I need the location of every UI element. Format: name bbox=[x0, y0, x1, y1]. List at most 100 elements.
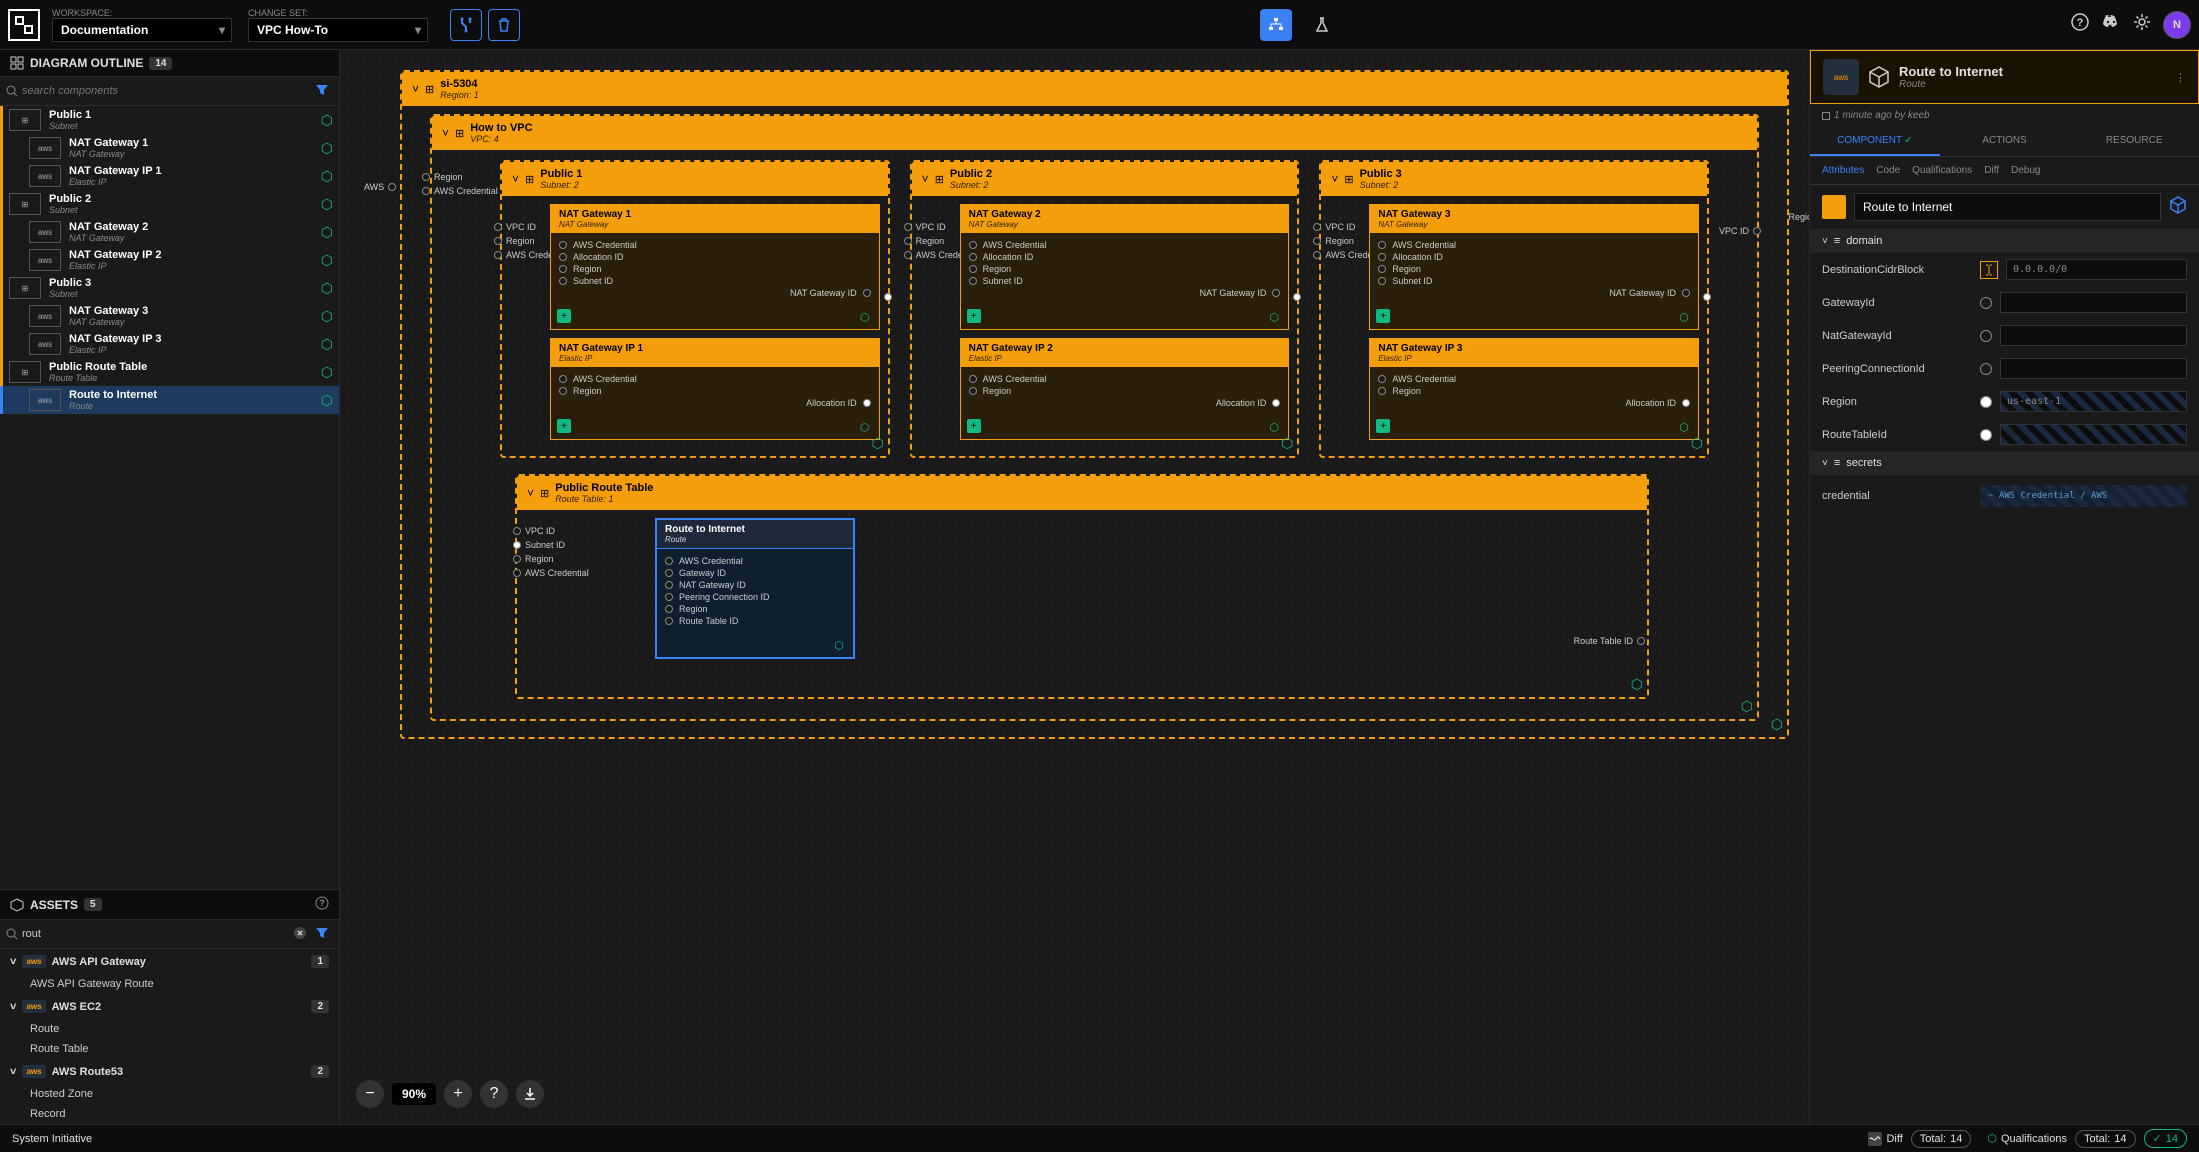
tab-component[interactable]: COMPONENT✓ bbox=[1810, 127, 1940, 156]
outline-search-input[interactable] bbox=[18, 81, 311, 101]
clear-search-icon[interactable] bbox=[289, 926, 311, 943]
region-frame-header[interactable]: ˅ ⊞ si-5304 Region: 1 bbox=[402, 72, 1787, 106]
outline-item[interactable]: aws NAT Gateway 1NAT Gateway ⬡ bbox=[0, 134, 339, 162]
elastic-ip-node[interactable]: NAT Gateway IP 3Elastic IP AWS Credentia… bbox=[1369, 338, 1699, 440]
tab-attributes[interactable]: Attributes bbox=[1822, 165, 1864, 176]
nat-gateway-node[interactable]: NAT Gateway 3NAT Gateway AWS CredentialA… bbox=[1369, 204, 1699, 330]
merge-button[interactable] bbox=[450, 9, 482, 41]
assets-help-icon[interactable]: ? bbox=[315, 896, 329, 913]
outline-item[interactable]: aws NAT Gateway 3NAT Gateway ⬡ bbox=[0, 302, 339, 330]
plus-icon[interactable]: + bbox=[1376, 309, 1390, 323]
diagram-view-button[interactable] bbox=[1260, 9, 1292, 41]
menu-icon[interactable]: ⋮ bbox=[2175, 71, 2186, 84]
diff-toggle[interactable]: Diff bbox=[1868, 1132, 1902, 1146]
asset-group-header[interactable]: ˅awsAWS EC22 bbox=[0, 994, 339, 1019]
component-header: aws Route to Internet Route ⋮ bbox=[1810, 50, 2199, 104]
property-input[interactable] bbox=[2000, 391, 2187, 412]
outline-item[interactable]: aws Route to InternetRoute ⬡ bbox=[0, 386, 339, 414]
tab-qualifications[interactable]: Qualifications bbox=[1912, 165, 1972, 176]
filter-icon[interactable] bbox=[311, 83, 333, 100]
tab-code[interactable]: Code bbox=[1876, 165, 1900, 176]
user-avatar[interactable]: N bbox=[2163, 11, 2191, 39]
cube-icon[interactable] bbox=[2169, 196, 2187, 219]
region-frame[interactable]: ˅ ⊞ si-5304 Region: 1 AWS Region ˅ ⊞ H bbox=[400, 70, 1789, 739]
property-input[interactable] bbox=[2000, 325, 2187, 346]
subnet-frame[interactable]: ˅ ⊞ Public 3Subnet: 2 VPC IDRegionAWS Cr… bbox=[1319, 160, 1709, 458]
outline-item[interactable]: ⊞ Public 3Subnet ⬡ bbox=[0, 274, 339, 302]
outline-item[interactable]: aws NAT Gateway 2NAT Gateway ⬡ bbox=[0, 218, 339, 246]
subnet-header[interactable]: ˅ ⊞ Public 1Subnet: 2 bbox=[502, 162, 888, 196]
plus-icon[interactable]: + bbox=[557, 309, 571, 323]
radio-icon[interactable] bbox=[1980, 363, 1992, 375]
help-button[interactable]: ? bbox=[480, 1080, 508, 1108]
asset-item[interactable]: Hosted Zone bbox=[0, 1084, 339, 1104]
zoom-out-button[interactable]: − bbox=[356, 1080, 384, 1108]
settings-icon[interactable] bbox=[2133, 13, 2151, 36]
elastic-ip-node[interactable]: NAT Gateway IP 1Elastic IP AWS Credentia… bbox=[550, 338, 880, 440]
plus-icon[interactable]: + bbox=[967, 309, 981, 323]
tab-diff[interactable]: Diff bbox=[1984, 165, 1999, 176]
discord-icon[interactable] bbox=[2101, 14, 2121, 35]
asset-group-header[interactable]: ˅awsAWS API Gateway1 bbox=[0, 949, 339, 974]
search-icon bbox=[6, 928, 18, 940]
nat-gateway-node[interactable]: NAT Gateway 2NAT Gateway AWS CredentialA… bbox=[960, 204, 1290, 330]
app-logo[interactable] bbox=[8, 9, 40, 41]
plus-icon[interactable]: + bbox=[967, 419, 981, 433]
filter-icon[interactable] bbox=[311, 926, 333, 943]
tab-actions[interactable]: ACTIONS bbox=[1940, 127, 2070, 156]
route-table-header[interactable]: ˅ ⊞ Public Route Table Route Table: 1 bbox=[517, 476, 1647, 510]
tab-resource[interactable]: RESOURCE bbox=[2069, 127, 2199, 156]
subnet-frame[interactable]: ˅ ⊞ Public 1Subnet: 2 VPC IDRegionAWS Cr… bbox=[500, 160, 890, 458]
property-input[interactable] bbox=[2000, 292, 2187, 313]
asset-item[interactable]: Route bbox=[0, 1019, 339, 1039]
elastic-ip-node[interactable]: NAT Gateway IP 2Elastic IP AWS Credentia… bbox=[960, 338, 1290, 440]
property-input[interactable] bbox=[2000, 358, 2187, 379]
outline-item[interactable]: aws NAT Gateway IP 2Elastic IP ⬡ bbox=[0, 246, 339, 274]
outline-item[interactable]: ⊞ Public 1Subnet ⬡ bbox=[0, 106, 339, 134]
zoom-in-button[interactable]: + bbox=[444, 1080, 472, 1108]
plus-icon[interactable]: + bbox=[557, 419, 571, 433]
workspace-select[interactable]: Documentation bbox=[52, 18, 232, 42]
download-button[interactable] bbox=[516, 1080, 544, 1108]
hierarchy-icon bbox=[1268, 17, 1284, 33]
outline-item[interactable]: ⊞ Public 2Subnet ⬡ bbox=[0, 190, 339, 218]
property-input[interactable] bbox=[2006, 259, 2187, 280]
outline-item[interactable]: aws NAT Gateway IP 1Elastic IP ⬡ bbox=[0, 162, 339, 190]
canvas[interactable]: ˅ ⊞ si-5304 Region: 1 AWS Region ˅ ⊞ H bbox=[340, 50, 1809, 1124]
asset-item[interactable]: Record bbox=[0, 1104, 339, 1124]
asset-item[interactable]: AWS API Gateway Route bbox=[0, 974, 339, 994]
route-node[interactable]: Route to Internet Route AWS CredentialGa… bbox=[655, 518, 855, 659]
subnet-frame[interactable]: ˅ ⊞ Public 2Subnet: 2 VPC IDRegionAWS Cr… bbox=[910, 160, 1300, 458]
assets-search-input[interactable] bbox=[18, 924, 289, 944]
subnet-header[interactable]: ˅ ⊞ Public 3Subnet: 2 bbox=[1321, 162, 1707, 196]
help-icon[interactable]: ? bbox=[2071, 13, 2089, 36]
asset-item[interactable]: Route Table bbox=[0, 1039, 339, 1059]
radio-filled-icon[interactable] bbox=[1980, 396, 1992, 408]
vpc-frame[interactable]: ˅ ⊞ How to VPC VPC: 4 Region AWS Credent… bbox=[430, 114, 1759, 721]
color-swatch[interactable] bbox=[1822, 195, 1846, 219]
outline-item[interactable]: ⊞ Public Route TableRoute Table ⬡ bbox=[0, 358, 339, 386]
asset-group-count: 1 bbox=[311, 955, 329, 968]
qualifications-toggle[interactable]: ⬡ Qualifications bbox=[1987, 1132, 2067, 1145]
asset-group-header[interactable]: ˅awsAWS Route532 bbox=[0, 1059, 339, 1084]
radio-icon[interactable] bbox=[1980, 330, 1992, 342]
delete-button[interactable] bbox=[488, 9, 520, 41]
frame-icon: ⊞ bbox=[525, 173, 534, 186]
plus-icon[interactable]: + bbox=[1376, 419, 1390, 433]
radio-filled-icon[interactable] bbox=[1980, 429, 1992, 441]
name-input[interactable] bbox=[1854, 193, 2161, 221]
outline-item[interactable]: aws NAT Gateway IP 3Elastic IP ⬡ bbox=[0, 330, 339, 358]
lab-view-button[interactable] bbox=[1306, 9, 1338, 41]
credential-value[interactable]: ~ AWS Credential / AWS bbox=[1980, 485, 2187, 507]
subnet-header[interactable]: ˅ ⊞ Public 2Subnet: 2 bbox=[912, 162, 1298, 196]
section-domain[interactable]: ˅ ≡ domain bbox=[1810, 229, 2199, 253]
nat-gateway-node[interactable]: NAT Gateway 1NAT Gateway AWS CredentialA… bbox=[550, 204, 880, 330]
property-input[interactable] bbox=[2000, 424, 2187, 445]
route-table-frame[interactable]: ˅ ⊞ Public Route Table Route Table: 1 VP… bbox=[515, 474, 1649, 699]
vpc-frame-header[interactable]: ˅ ⊞ How to VPC VPC: 4 bbox=[432, 116, 1757, 150]
changeset-select[interactable]: VPC How-To bbox=[248, 18, 428, 42]
radio-icon[interactable] bbox=[1980, 297, 1992, 309]
section-secrets[interactable]: ˅ ≡ secrets bbox=[1810, 451, 2199, 475]
check-icon: ⬡ bbox=[1771, 716, 1783, 733]
tab-debug[interactable]: Debug bbox=[2011, 165, 2040, 176]
